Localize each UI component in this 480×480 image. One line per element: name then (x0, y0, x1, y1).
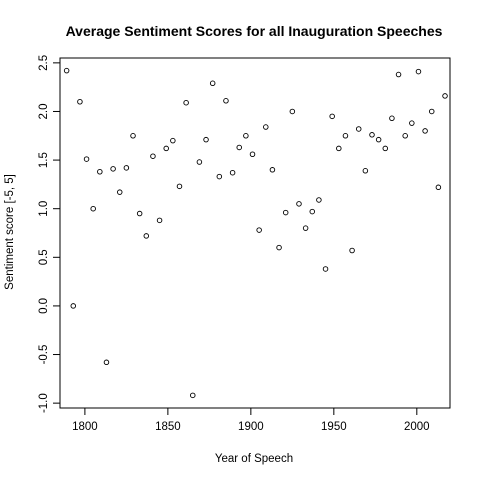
data-point (90, 205, 96, 212)
data-point (236, 144, 242, 151)
data-points (63, 67, 448, 399)
data-point (355, 126, 362, 132)
data-point (136, 210, 143, 217)
data-point (116, 189, 123, 195)
data-point (382, 145, 389, 152)
x-axis-label: Year of Speech (215, 453, 293, 465)
data-point (362, 168, 369, 174)
data-point (256, 227, 262, 233)
data-point (276, 244, 282, 251)
data-point (269, 167, 276, 173)
data-point (176, 183, 183, 190)
y-tick-label: 1.0 (38, 201, 50, 217)
data-point (336, 145, 342, 152)
data-point (435, 184, 442, 191)
data-point (203, 136, 209, 143)
data-point (263, 124, 269, 130)
plot-frame (59, 57, 451, 409)
y-axis-label: Sentiment score [-5, 5] (4, 174, 16, 290)
data-point (229, 169, 236, 176)
data-point (163, 145, 169, 152)
data-point (349, 247, 355, 254)
data-point (296, 201, 302, 207)
y-tick-label: 0.0 (38, 298, 50, 314)
data-point (322, 266, 329, 272)
x-axis: 1800 1850 1900 1950 2000 (72, 408, 430, 433)
x-tick-label: 2000 (404, 421, 430, 433)
data-point (302, 225, 309, 231)
y-axis: -1.0 -0.5 0.0 0.5 1.0 1.5 2.0 2.5 (38, 55, 60, 413)
data-point (289, 108, 296, 115)
data-point (196, 159, 203, 165)
data-point (150, 153, 156, 159)
data-point (103, 359, 110, 366)
y-tick-label: -1.0 (38, 393, 50, 413)
data-point (329, 113, 335, 120)
data-point (77, 98, 83, 105)
y-tick-label: -0.5 (38, 345, 50, 365)
data-point (309, 208, 316, 215)
data-point (428, 108, 435, 115)
data-point (130, 133, 136, 139)
data-point (442, 93, 448, 99)
data-point (143, 233, 150, 239)
data-point (409, 120, 415, 126)
x-tick-label: 1900 (238, 421, 264, 433)
data-point (63, 67, 70, 74)
x-tick-label: 1800 (72, 421, 98, 433)
data-point (395, 71, 402, 78)
data-point (209, 80, 216, 87)
data-point (170, 137, 176, 144)
data-point (249, 151, 256, 157)
data-point (389, 115, 395, 122)
data-point (83, 156, 90, 162)
data-point (422, 128, 428, 134)
data-point (156, 217, 163, 224)
data-point (415, 68, 422, 75)
data-point (369, 132, 375, 138)
y-tick-label: 0.5 (38, 249, 50, 265)
data-point (70, 303, 77, 309)
data-point (123, 165, 130, 171)
data-point (342, 133, 349, 139)
y-tick-label: 2.5 (38, 55, 50, 71)
data-point (375, 136, 382, 143)
x-tick-label: 1850 (155, 421, 181, 433)
data-point (97, 168, 103, 175)
chart-title: Average Sentiment Scores for all Inaugur… (66, 23, 443, 39)
x-tick-label: 1950 (321, 421, 347, 433)
data-point (190, 392, 196, 399)
y-tick-label: 2.0 (38, 103, 50, 119)
y-tick-label: 1.5 (38, 152, 50, 168)
data-point (402, 133, 408, 139)
data-point (243, 133, 249, 139)
data-point (110, 166, 116, 172)
data-point (316, 197, 322, 203)
data-point (216, 173, 223, 180)
data-point (223, 98, 229, 104)
data-point (282, 209, 289, 216)
data-point (183, 99, 189, 106)
